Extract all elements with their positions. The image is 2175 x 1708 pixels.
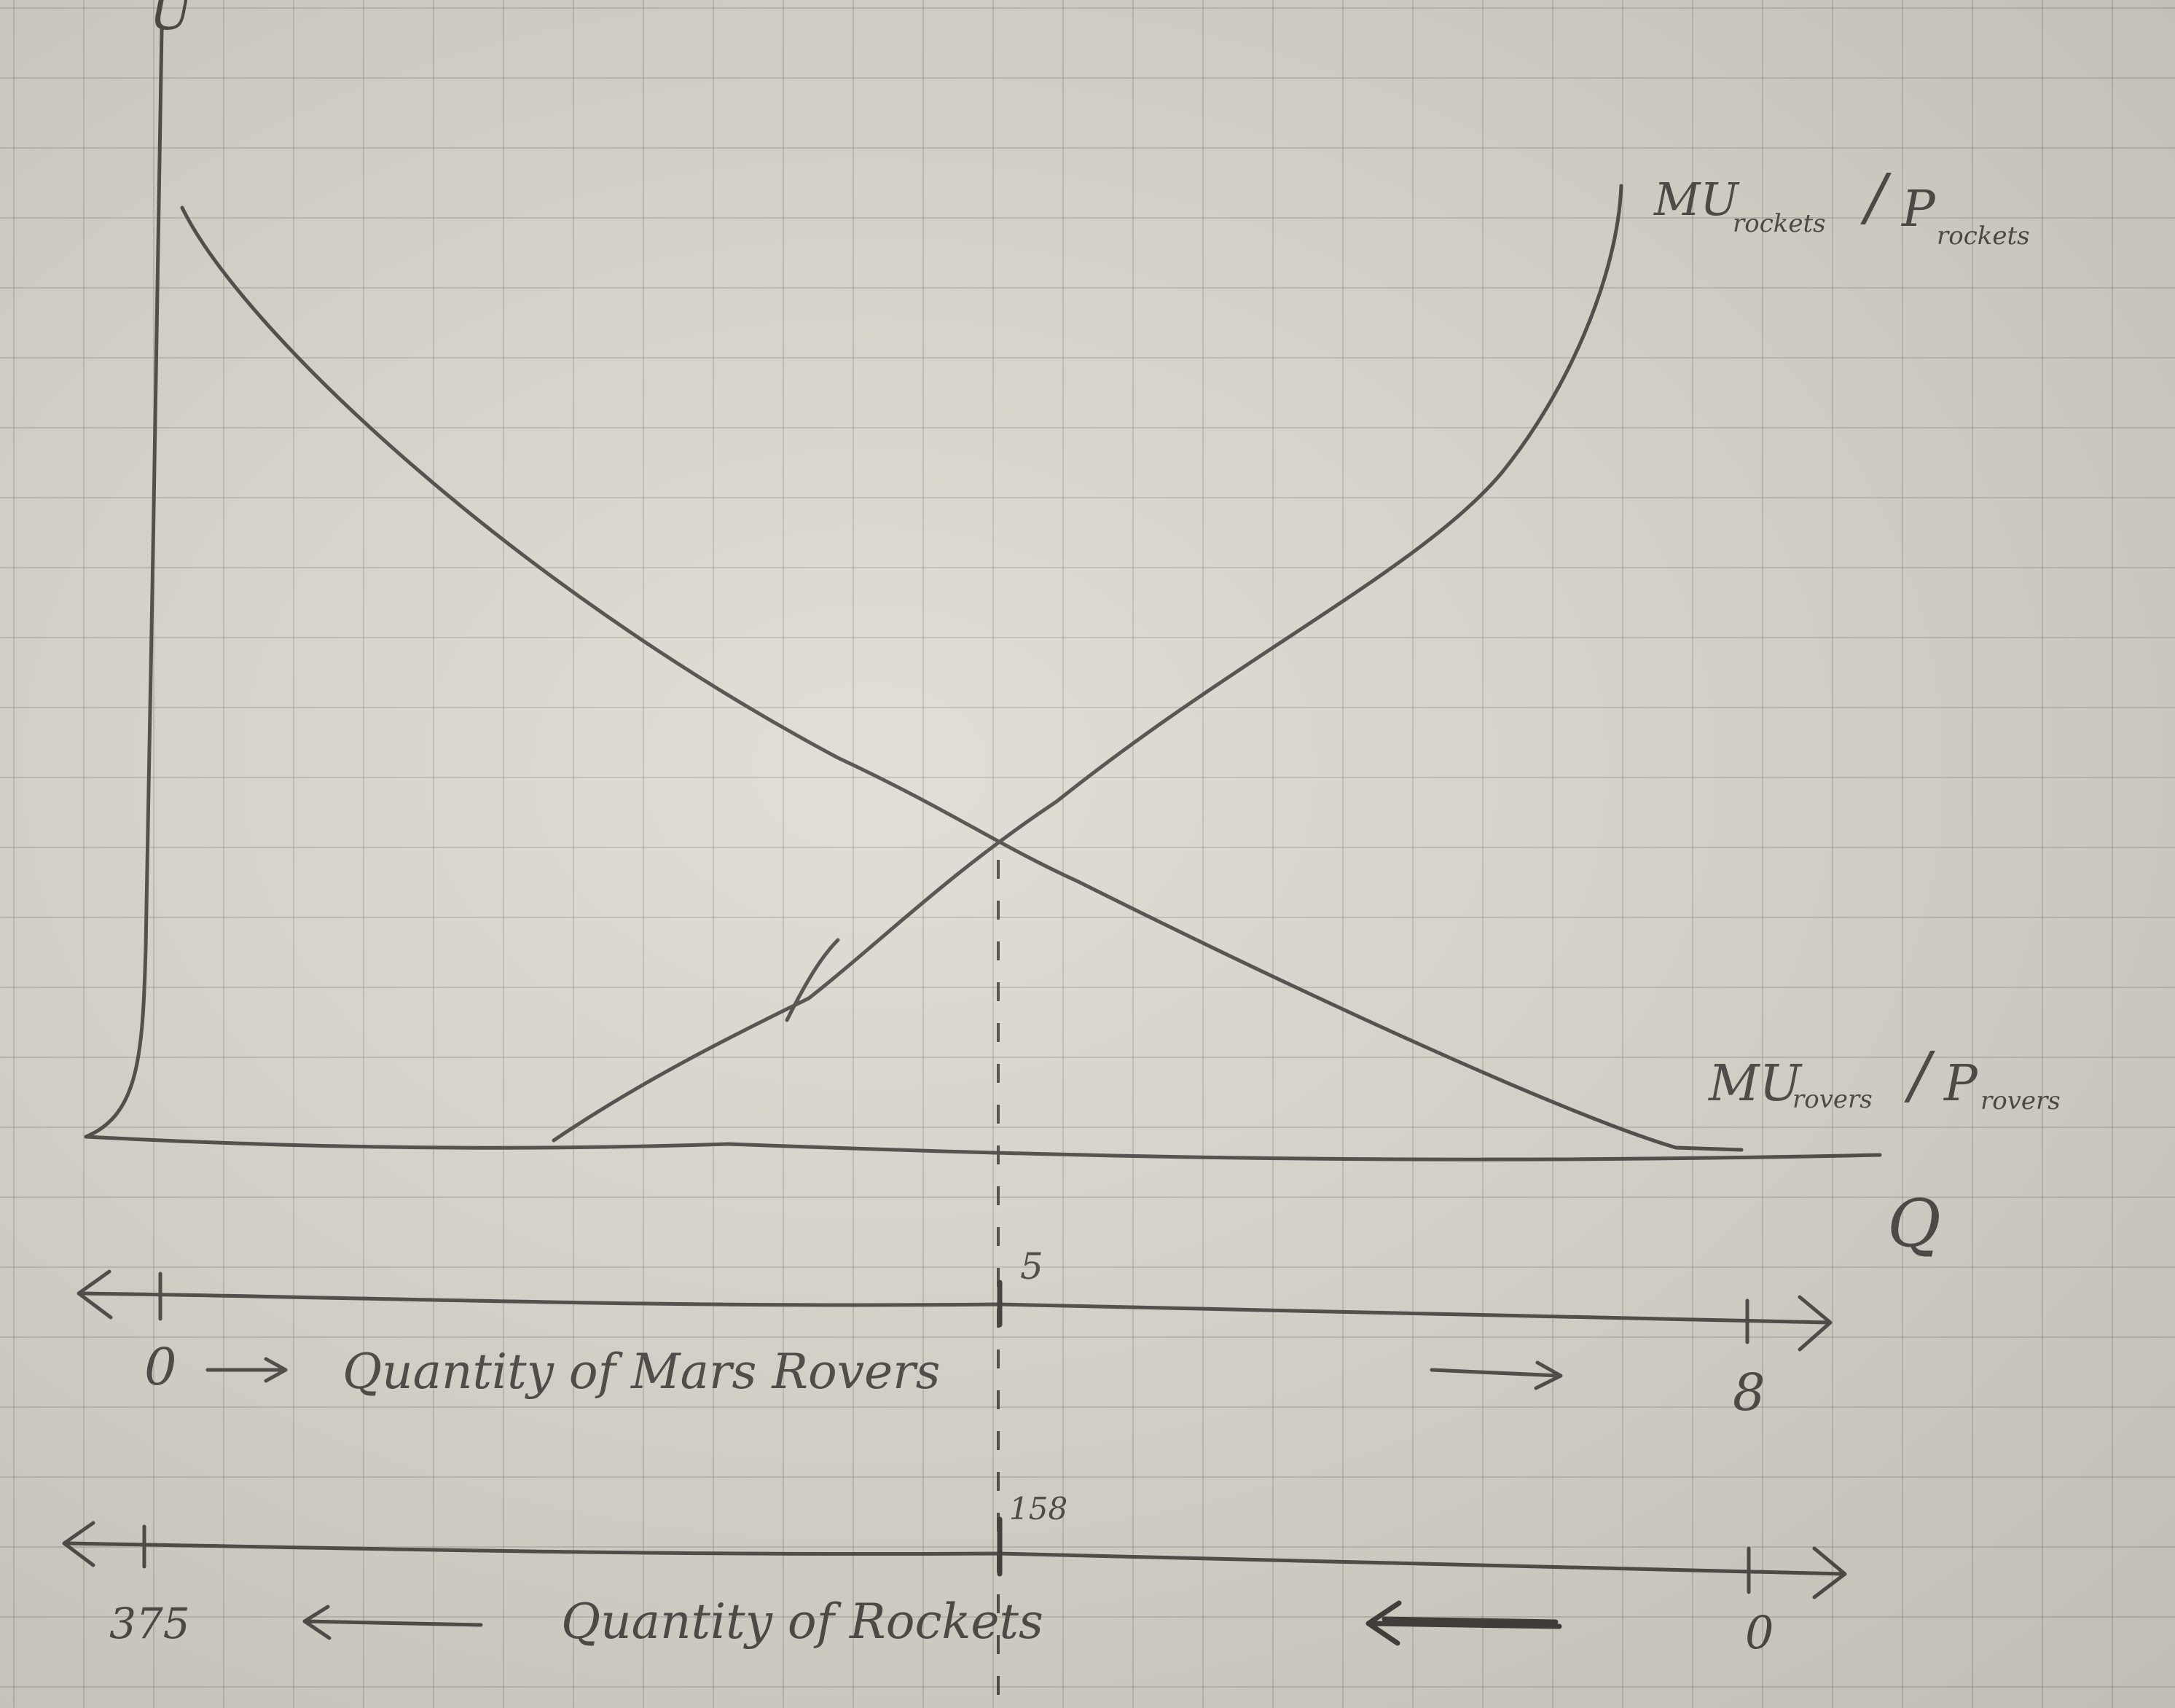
rovers-scale-caption: Quantity of Mars Rovers (342, 1344, 941, 1400)
rockets-label-mu-sub: rockets (1733, 209, 1826, 238)
rockets-label-slash: / (1860, 161, 1892, 234)
rockets-label-mu: MU (1653, 173, 1739, 226)
rockets-marginal-utility-curve (552, 184, 1623, 1143)
rovers-left-arrowhead (77, 1269, 113, 1320)
rovers-label-slash: / (1904, 1039, 1935, 1112)
rovers-caption-left-arrow (205, 1357, 288, 1383)
rovers-scale-line (78, 1291, 1831, 1325)
rockets-curve-label: MU rockets / P rockets (1653, 161, 2030, 251)
rovers-value-equilibrium: 5 (1020, 1245, 1043, 1288)
rovers-curve-label: MU rovers / P rovers (1707, 1039, 2061, 1116)
rockets-end-label: 0 (1745, 1606, 1774, 1659)
rovers-end-label: 8 (1733, 1363, 1766, 1422)
rockets-start-label: 375 (109, 1599, 190, 1648)
rockets-right-arrowhead (1812, 1546, 1847, 1599)
x-axis (84, 1135, 1882, 1161)
rockets-caption-right-arrow (1365, 1600, 1562, 1646)
rovers-right-arrowhead (1798, 1295, 1833, 1352)
rockets-label-p-sub: rockets (1937, 222, 2030, 251)
rockets-caption-left-arrow (302, 1605, 483, 1640)
rovers-caption-right-arrow (1430, 1360, 1563, 1390)
rockets-number-line: 158 375 0 Quantity of Rockets (62, 1491, 1847, 1659)
y-axis-label: U (149, 0, 194, 42)
rovers-start-label: 0 (144, 1337, 177, 1397)
rovers-label-mu-sub: rovers (1792, 1085, 1873, 1114)
rockets-scale-line (63, 1541, 1846, 1576)
rockets-curve-overstroke (785, 938, 840, 1022)
rockets-left-arrowhead (62, 1521, 95, 1567)
rovers-marginal-utility-curve (180, 205, 1744, 1152)
rockets-scale-caption: Quantity of Rockets (561, 1594, 1043, 1650)
rockets-label-p: P (1900, 181, 1936, 238)
rovers-label-p: P (1943, 1055, 1978, 1113)
rovers-number-line: 5 0 8 Quantity of Mars Rovers (77, 1245, 1833, 1422)
y-axis (84, 27, 164, 1139)
rovers-label-mu: MU (1707, 1055, 1803, 1113)
rockets-value-equilibrium: 158 (1009, 1491, 1067, 1527)
rovers-label-p-sub: rovers (1980, 1086, 2061, 1116)
x-axis-label: Q (1887, 1186, 1941, 1262)
